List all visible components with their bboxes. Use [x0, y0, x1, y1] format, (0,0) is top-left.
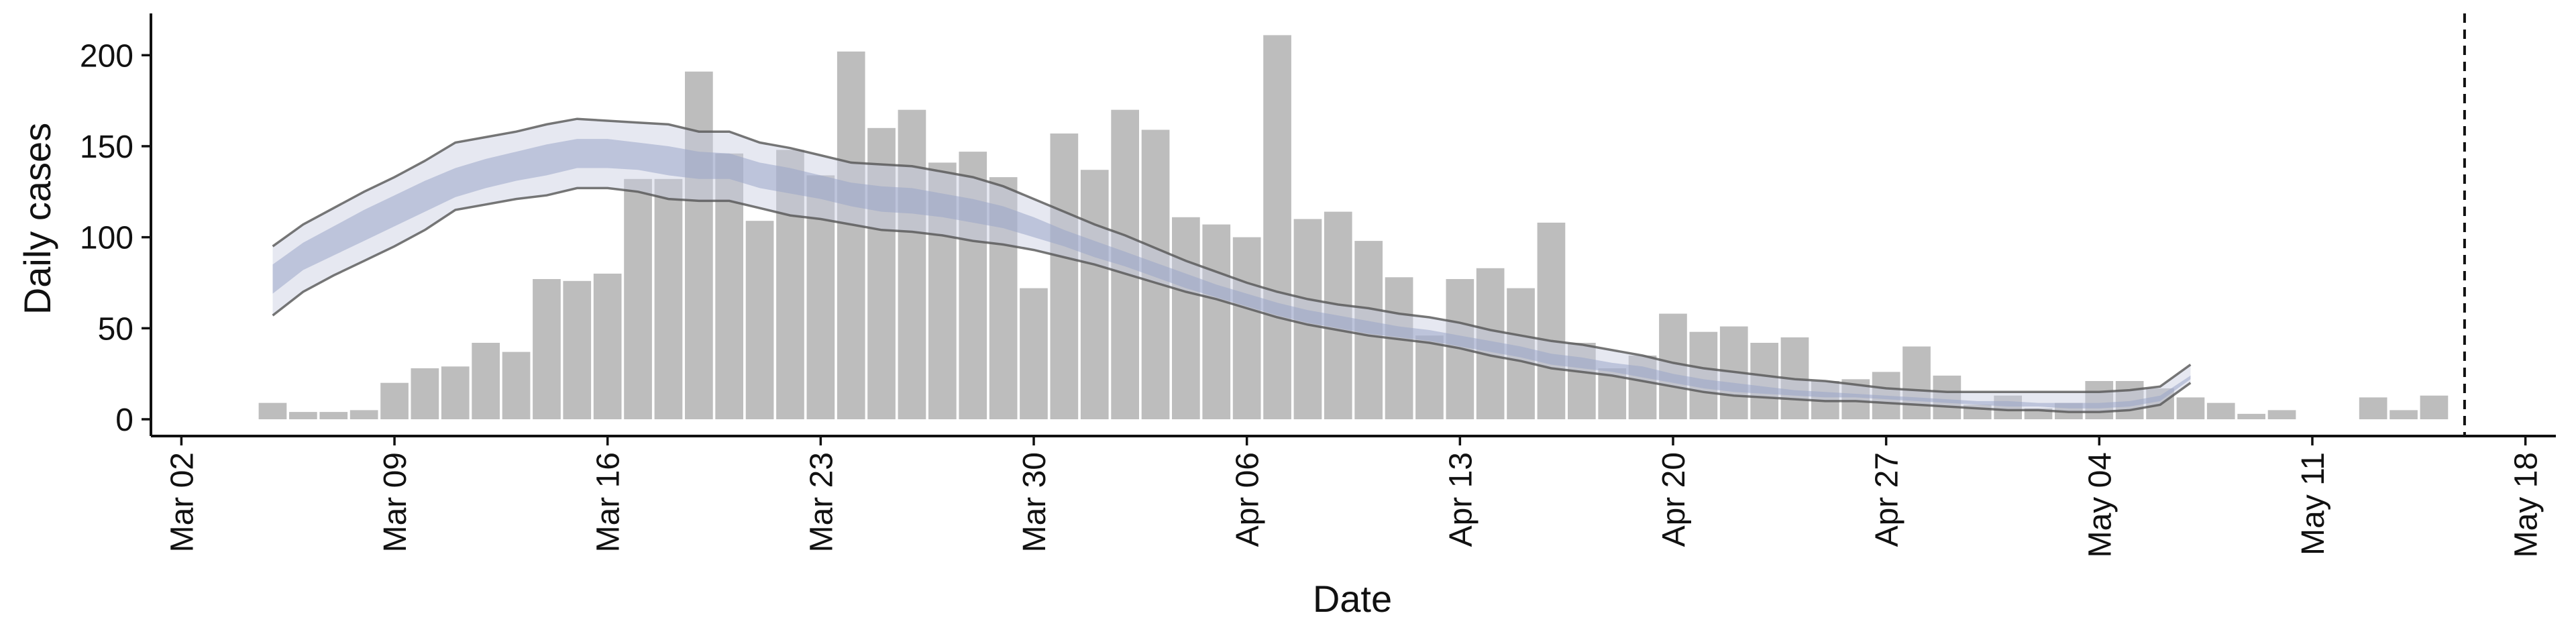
bar — [1202, 224, 1231, 419]
bar — [258, 402, 287, 419]
x-tick-label: Mar 23 — [804, 452, 839, 552]
bar — [1750, 343, 1778, 419]
bar — [867, 127, 896, 420]
bar — [563, 280, 592, 419]
bar — [1994, 395, 2022, 419]
bar — [1568, 343, 1596, 419]
bands-layer — [272, 119, 2191, 413]
x-tick-label: Apr 06 — [1230, 452, 1266, 547]
bar — [715, 153, 743, 420]
y-tick-label: 200 — [80, 38, 133, 74]
bar — [2267, 410, 2296, 419]
y-tick-label: 100 — [80, 221, 133, 256]
bar — [350, 410, 378, 419]
x-tick-label: Mar 16 — [591, 452, 627, 552]
bar — [898, 109, 926, 419]
y-tick-label: 0 — [115, 402, 133, 438]
outer-interval-band — [272, 119, 2191, 413]
bar — [1263, 35, 1291, 419]
x-tick-label: Mar 30 — [1017, 452, 1053, 552]
bar — [624, 178, 652, 419]
upper-bound-line — [272, 117, 2192, 394]
bars-layer — [258, 35, 2449, 420]
bar — [380, 382, 409, 419]
bar — [1902, 346, 1931, 419]
bar — [1232, 237, 1261, 419]
bar — [289, 412, 317, 419]
x-tick-label: Apr 20 — [1656, 452, 1692, 547]
bar — [2206, 402, 2235, 419]
bar — [502, 352, 531, 419]
bounds-lines-layer — [272, 117, 2192, 413]
bar — [2359, 397, 2387, 419]
bar — [411, 368, 439, 419]
bar — [685, 71, 713, 419]
bar — [1415, 335, 1444, 419]
bar — [1080, 170, 1109, 419]
axes-layer: 0 50 100 150 200 Mar 02 Mar 09 Mar 16 Mar 23 Mar … — [80, 13, 2556, 557]
lower-bound-line — [272, 186, 2192, 413]
bar — [654, 178, 683, 419]
y-axis-title: Daily cases — [16, 123, 58, 315]
bar — [1385, 277, 1413, 419]
bar — [1050, 133, 1079, 419]
x-tick-label: May 18 — [2509, 452, 2544, 557]
bar — [1020, 288, 1048, 419]
bar — [1659, 313, 1687, 419]
bar — [472, 343, 500, 419]
bar — [959, 152, 987, 419]
bar — [441, 366, 470, 419]
bar — [2390, 410, 2418, 419]
bar — [1689, 331, 1718, 419]
bar — [1537, 222, 1566, 419]
bar — [745, 221, 774, 419]
x-tick-label: Mar 02 — [164, 452, 200, 552]
bar — [837, 51, 865, 420]
bar — [1172, 217, 1200, 419]
inner-interval-band — [272, 139, 2191, 409]
y-tick-label: 150 — [80, 129, 133, 165]
x-tick-label: Mar 09 — [378, 452, 413, 552]
y-tick-label: 50 — [98, 311, 133, 347]
bar — [533, 279, 561, 419]
x-tick-label: May 04 — [2082, 452, 2118, 557]
bar — [2420, 395, 2449, 419]
bar — [806, 175, 835, 419]
bar — [319, 412, 348, 419]
x-tick-label: Apr 27 — [1870, 452, 1905, 547]
bar — [2176, 397, 2205, 419]
x-tick-label: May 11 — [2296, 452, 2331, 555]
bar — [2237, 413, 2265, 419]
bar — [593, 273, 622, 419]
bar — [1933, 375, 1962, 419]
x-tick-label: Apr 13 — [1443, 452, 1479, 547]
x-axis-title: Date — [1313, 578, 1392, 620]
